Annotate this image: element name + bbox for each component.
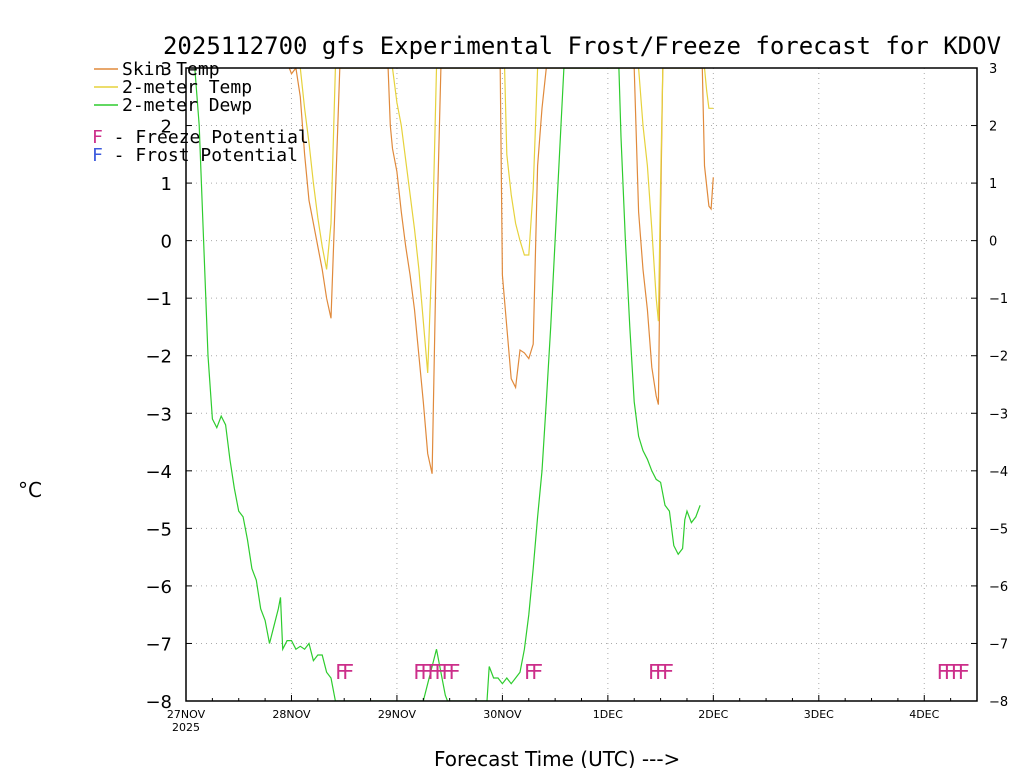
x-tick-label: 4DEC	[909, 708, 939, 721]
y-tick-label-left: −2	[145, 347, 172, 368]
y-tick-label-right: 1	[989, 177, 997, 192]
y-tick-label-right: 0	[989, 235, 997, 250]
x-tick-label: 1DEC	[593, 708, 623, 721]
series-line-skin-temp	[288, 68, 714, 474]
frost-freeze-flags: FF FFFFFF FF FFF FFFF	[335, 660, 974, 684]
legend-label: 2-meter Temp	[122, 77, 252, 98]
y-tick-label-right: −2	[989, 350, 1008, 365]
plot-frame	[185, 67, 978, 702]
y-tick-label-right: −4	[989, 465, 1008, 480]
flag-legend-text: - Freeze Potential	[103, 127, 309, 148]
x-tick-label: 2DEC	[698, 708, 728, 721]
flag-legend-text: - Frost Potential	[103, 145, 298, 166]
chart-title: 2025112700 gfs Experimental Frost/Freeze…	[163, 32, 1001, 60]
freeze-flag-group: FFFF	[937, 660, 969, 684]
series-lines	[194, 68, 714, 701]
y-tick-label-right: 2	[989, 120, 997, 135]
flag-legend-entry: F - Freeze Potential	[92, 127, 309, 148]
freeze-flag-group: FFF	[648, 660, 673, 684]
legend-label: Skin Temp	[122, 59, 220, 80]
x-axis-label: Forecast Time (UTC) --->	[434, 747, 680, 768]
flag-legend-symbol: F	[92, 145, 103, 166]
y-tick-label-right: −3	[989, 407, 1008, 422]
y-axis-label: °C	[18, 478, 42, 502]
y-tick-label-right: −6	[989, 580, 1008, 595]
series-line-2-meter-temp	[299, 68, 714, 374]
y-tick-label-right: −7	[989, 637, 1008, 652]
gridlines	[186, 68, 977, 701]
x-tick-label: 28NOV	[272, 708, 311, 721]
x-tick-label: 29NOV	[378, 708, 417, 721]
x-tick-label: 3DEC	[804, 708, 834, 721]
y-tick-label-right: −1	[989, 292, 1008, 307]
y-tick-label-right: 3	[989, 62, 997, 77]
y-tick-label-left: −8	[145, 692, 172, 713]
x-tick-year-label: 2025	[172, 721, 200, 734]
freeze-flag-group: FF	[335, 660, 353, 684]
freeze-flag-group: FFFFFF	[413, 660, 459, 684]
y-tick-label-left: 1	[161, 174, 172, 195]
y-tick-label-left: 2	[161, 117, 172, 138]
y-axis-ticks: 3 3 2 2 1 1 0 0 −1 −1 −2 −2 −3 −3 −4 −4 −5 −5 −6 −6 −7 −7 −8 −8	[145, 59, 1008, 713]
series-line-2-meter-dewp	[194, 68, 701, 701]
y-tick-label-left: 3	[161, 59, 172, 80]
y-tick-label-left: −1	[145, 289, 172, 310]
y-tick-label-left: −3	[145, 404, 172, 425]
x-tick-label: 27NOV	[167, 708, 206, 721]
flag-legend-symbol: F	[92, 127, 103, 148]
y-tick-label-left: −6	[145, 577, 172, 598]
flag-legend-entry: F - Frost Potential	[92, 145, 298, 166]
x-tick-label: 30NOV	[483, 708, 522, 721]
y-tick-label-right: −5	[989, 522, 1008, 537]
y-tick-label-left: −4	[145, 462, 172, 483]
freeze-flag-group: FF	[524, 660, 542, 684]
y-tick-label-left: −7	[145, 634, 172, 655]
y-tick-label-right: −8	[989, 695, 1008, 710]
y-tick-label-left: 0	[161, 232, 172, 253]
legend-label: 2-meter Dewp	[122, 95, 252, 116]
y-tick-label-left: −5	[145, 519, 172, 540]
